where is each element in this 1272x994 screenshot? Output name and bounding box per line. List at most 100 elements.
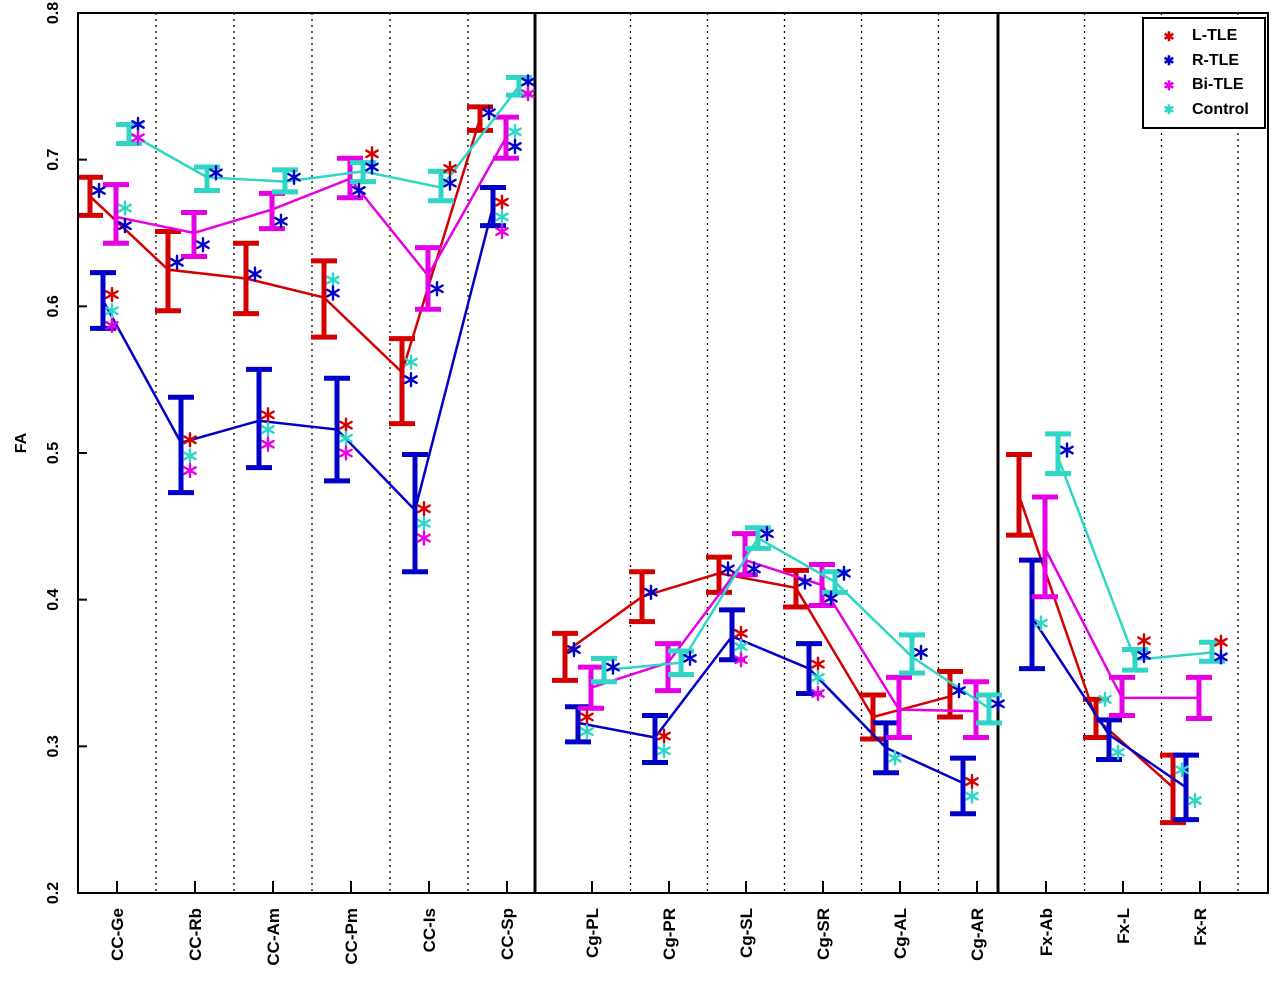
series-line — [1017, 495, 1174, 789]
significance-star — [443, 175, 457, 191]
errorbar-R-TLE-CC-Rb — [168, 394, 194, 496]
significance-star — [209, 165, 223, 181]
significance-star — [105, 303, 119, 319]
axis-box — [77, 12, 1269, 894]
significance-star — [1175, 762, 1189, 778]
significance-star — [683, 650, 697, 667]
significance-star — [417, 515, 431, 532]
significance-star — [339, 445, 353, 461]
significance-star — [837, 565, 851, 581]
errorbar-Control-Cg-PL — [591, 655, 617, 685]
asterisk-marker-icon: ✱ — [1163, 28, 1175, 44]
significance-star — [644, 584, 658, 601]
x-tick-label: Cg-PR — [660, 908, 679, 960]
significance-star — [580, 723, 594, 740]
significance-star — [888, 750, 902, 766]
significance-star — [734, 625, 748, 642]
significance-star — [365, 146, 379, 162]
errorbar-R-TLE-Cg-AR — [950, 755, 976, 817]
significance-star — [811, 669, 825, 686]
series-line — [603, 536, 990, 710]
significance-star — [118, 200, 132, 216]
errorbar-L-TLE-CC-Rb — [155, 229, 181, 314]
significance-star — [339, 430, 353, 447]
significance-star — [196, 237, 210, 253]
errorbar-Bi-TLE-CC-Rb — [181, 209, 207, 259]
errorbar-Bi-TLE-Cg-AR — [963, 679, 989, 741]
significance-star — [760, 525, 774, 542]
series-L-TLE — [77, 104, 1186, 826]
significance-star — [734, 638, 748, 655]
errorbar-Bi-TLE-CC-Is — [415, 245, 441, 312]
significance-star — [811, 685, 825, 702]
significance-star — [580, 709, 594, 725]
errorbar-R-TLE-Cg-PR — [642, 713, 668, 765]
errorbar-R-TLE-Fx-Ab — [1019, 557, 1045, 672]
errorbar-R-TLE-CC-Am — [246, 366, 272, 471]
errorbar-Bi-TLE-Cg-PL — [578, 664, 604, 711]
errorbar-Bi-TLE-Cg-AL — [886, 674, 912, 741]
significance-star — [1137, 633, 1151, 649]
x-tick-label: Fx-R — [1191, 908, 1210, 946]
x-tick-label: CC-Ge — [108, 908, 127, 961]
significance-star — [482, 105, 496, 121]
series-line — [101, 206, 495, 513]
significance-star — [965, 773, 979, 790]
significance-star — [508, 124, 522, 140]
significance-star — [734, 652, 748, 668]
significance-star — [1214, 634, 1228, 650]
series-line — [89, 118, 482, 375]
significance-star — [352, 182, 366, 199]
series-line — [1056, 456, 1213, 662]
significance-star — [521, 85, 535, 102]
legend-entry: ✱ R-TLE — [1158, 52, 1262, 69]
asterisk-marker-icon: ✱ — [1163, 77, 1175, 93]
significance-star — [567, 641, 581, 658]
y-tick-label: 0.6 — [45, 295, 62, 317]
errorbar-Control-Fx-Ab — [1045, 431, 1071, 477]
significance-star — [747, 561, 761, 577]
x-tick-label: CC-Pm — [342, 908, 361, 965]
significance-star — [495, 223, 509, 240]
significance-star — [274, 213, 288, 229]
significance-star — [261, 407, 275, 423]
errorbar-Bi-TLE-CC-Sp — [493, 114, 519, 161]
significance-star — [287, 169, 301, 185]
significance-star — [365, 159, 379, 175]
significance-star — [1137, 647, 1151, 664]
errorbar-L-TLE-CC-Am — [233, 240, 259, 317]
errorbar-Bi-TLE-Fx-R — [1186, 674, 1212, 721]
series-line — [128, 85, 520, 189]
significance-star — [417, 530, 431, 546]
series-line — [590, 558, 977, 713]
significance-star — [183, 462, 197, 479]
legend-label: Control — [1192, 100, 1249, 118]
significance-star — [326, 285, 340, 301]
significance-star — [105, 286, 119, 303]
significance-star — [1060, 442, 1074, 458]
errorbar-Control-Cg-AR — [976, 692, 1002, 726]
significance-star — [1214, 649, 1228, 665]
series-Control — [116, 75, 1225, 726]
significance-star — [824, 590, 838, 606]
significance-star — [991, 696, 1005, 712]
significance-star — [914, 644, 928, 661]
asterisk-marker-icon: ✱ — [1163, 53, 1175, 69]
errorbar-R-TLE-CC-Pm — [324, 375, 350, 484]
significance-star — [170, 254, 184, 271]
significance-star — [417, 501, 431, 517]
y-tick-label: 0.3 — [45, 735, 62, 757]
significance-star — [657, 728, 671, 744]
significance-star — [965, 788, 979, 804]
significance-star — [1098, 691, 1112, 708]
x-tick-label: Cg-AL — [891, 908, 910, 959]
significance-star — [495, 209, 509, 225]
significance-star — [261, 421, 275, 438]
significance-star — [118, 217, 132, 234]
errorbar-L-TLE-CC-Pm — [311, 258, 337, 340]
y-tick-label: 0.2 — [45, 882, 62, 904]
errorbar-L-TLE-Cg-SL — [706, 554, 732, 595]
significance-star — [443, 160, 457, 177]
series-line — [564, 571, 951, 719]
significance-star — [952, 682, 966, 699]
